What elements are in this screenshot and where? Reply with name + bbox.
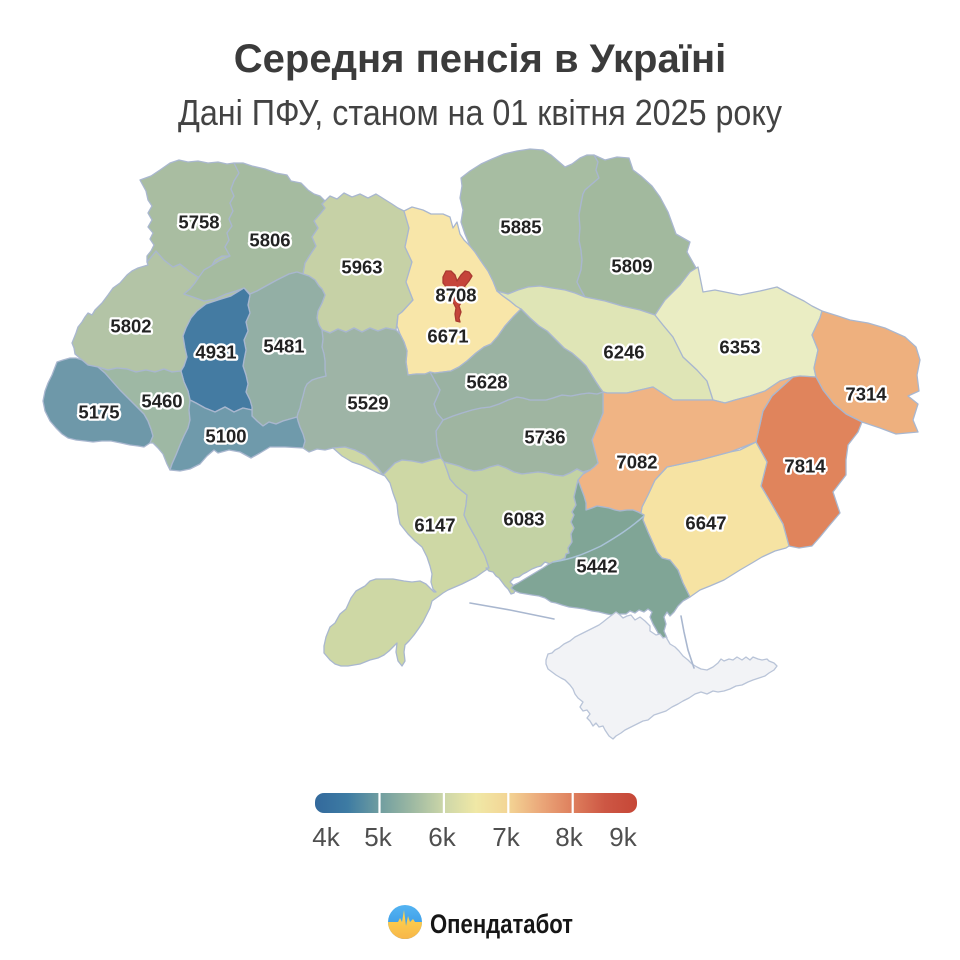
svg-text:5885: 5885 bbox=[500, 217, 541, 238]
svg-text:5442: 5442 bbox=[576, 556, 617, 577]
svg-text:6353: 6353 bbox=[719, 337, 760, 358]
svg-text:8708: 8708 bbox=[435, 285, 476, 306]
svg-text:5529: 5529 bbox=[347, 393, 388, 414]
svg-text:5100: 5100 bbox=[205, 426, 246, 447]
svg-text:6147: 6147 bbox=[414, 515, 455, 536]
svg-text:7814: 7814 bbox=[784, 456, 826, 477]
svg-text:5628: 5628 bbox=[466, 372, 507, 393]
svg-text:5809: 5809 bbox=[611, 256, 652, 277]
svg-text:5963: 5963 bbox=[341, 257, 382, 278]
svg-text:Опендатабот: Опендатабот bbox=[430, 909, 573, 939]
svg-text:5k: 5k bbox=[364, 822, 392, 852]
svg-text:6083: 6083 bbox=[503, 509, 544, 530]
svg-text:6246: 6246 bbox=[603, 342, 644, 363]
svg-text:6671: 6671 bbox=[427, 326, 468, 347]
svg-text:5460: 5460 bbox=[141, 391, 182, 412]
svg-text:9k: 9k bbox=[609, 822, 637, 852]
svg-text:6647: 6647 bbox=[685, 513, 726, 534]
svg-text:5806: 5806 bbox=[249, 230, 290, 251]
svg-text:Дані ПФУ, станом на 01 квітня: Дані ПФУ, станом на 01 квітня 2025 року bbox=[178, 92, 782, 133]
svg-text:7k: 7k bbox=[492, 822, 520, 852]
svg-text:7314: 7314 bbox=[845, 384, 887, 405]
svg-text:5175: 5175 bbox=[78, 402, 119, 423]
svg-text:7082: 7082 bbox=[616, 452, 657, 473]
svg-text:8k: 8k bbox=[555, 822, 583, 852]
svg-text:5481: 5481 bbox=[263, 336, 304, 357]
svg-text:Середня пенсія в Україні: Середня пенсія в Україні bbox=[234, 37, 726, 81]
svg-text:4k: 4k bbox=[312, 822, 340, 852]
svg-text:6k: 6k bbox=[428, 822, 456, 852]
svg-text:5802: 5802 bbox=[110, 316, 151, 337]
svg-text:4931: 4931 bbox=[195, 342, 236, 363]
svg-text:5758: 5758 bbox=[178, 212, 219, 233]
svg-text:5736: 5736 bbox=[524, 427, 565, 448]
